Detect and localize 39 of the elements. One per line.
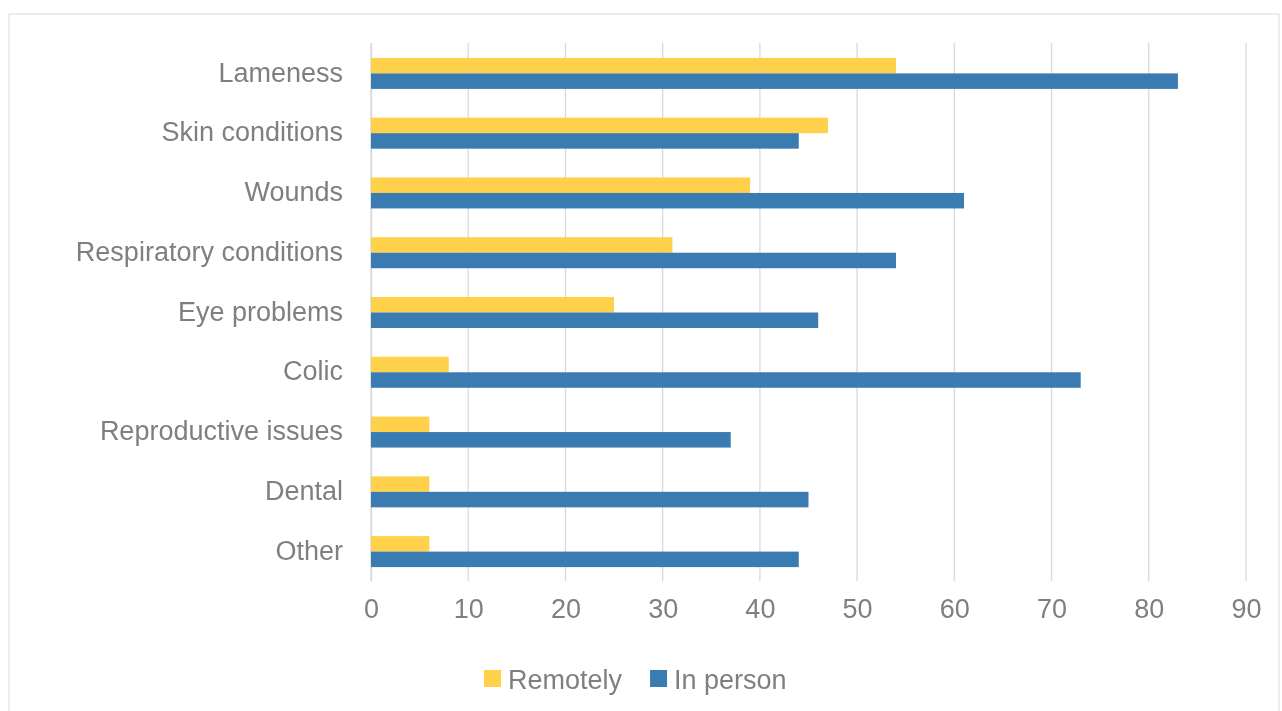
y-tick-label: Eye problems xyxy=(177,296,343,327)
bar xyxy=(371,73,1178,89)
y-tick-label: Respiratory conditions xyxy=(75,236,343,267)
bar xyxy=(371,297,615,313)
bar xyxy=(371,117,828,134)
x-tick-label: 50 xyxy=(842,594,873,625)
x-tick-label: 70 xyxy=(1037,594,1068,625)
bar xyxy=(371,416,430,433)
legend-label: Remotely xyxy=(508,665,623,695)
bar xyxy=(371,177,751,193)
y-tick-label: Colic xyxy=(282,356,343,387)
x-tick-label: 40 xyxy=(745,594,776,625)
x-tick-label: 30 xyxy=(648,594,679,625)
bar xyxy=(371,57,896,74)
x-tick-label: 0 xyxy=(363,594,380,625)
bar xyxy=(371,133,799,149)
x-tick-label: 60 xyxy=(939,594,970,625)
bar xyxy=(371,237,673,253)
bar xyxy=(371,476,430,492)
y-tick-label: Skin conditions xyxy=(161,117,343,148)
x-tick-label: 10 xyxy=(453,594,484,625)
bar xyxy=(371,252,896,269)
x-tick-label: 20 xyxy=(550,594,581,625)
x-tick-label: 80 xyxy=(1134,594,1165,625)
y-tick-label: Other xyxy=(275,535,343,566)
bar xyxy=(371,551,799,568)
bar xyxy=(371,432,731,448)
bar xyxy=(371,536,430,552)
legend-label: In person xyxy=(674,665,787,695)
bar xyxy=(371,372,1081,388)
y-tick-label: Reproductive issues xyxy=(99,416,343,447)
bar xyxy=(371,491,809,508)
bar xyxy=(371,192,965,209)
bar xyxy=(371,356,449,373)
x-tick-label: 90 xyxy=(1231,594,1262,625)
y-tick-label: Lameness xyxy=(218,57,343,88)
y-tick-label: Dental xyxy=(264,475,343,506)
y-tick-label: Wounds xyxy=(244,177,343,208)
bar xyxy=(371,312,819,328)
